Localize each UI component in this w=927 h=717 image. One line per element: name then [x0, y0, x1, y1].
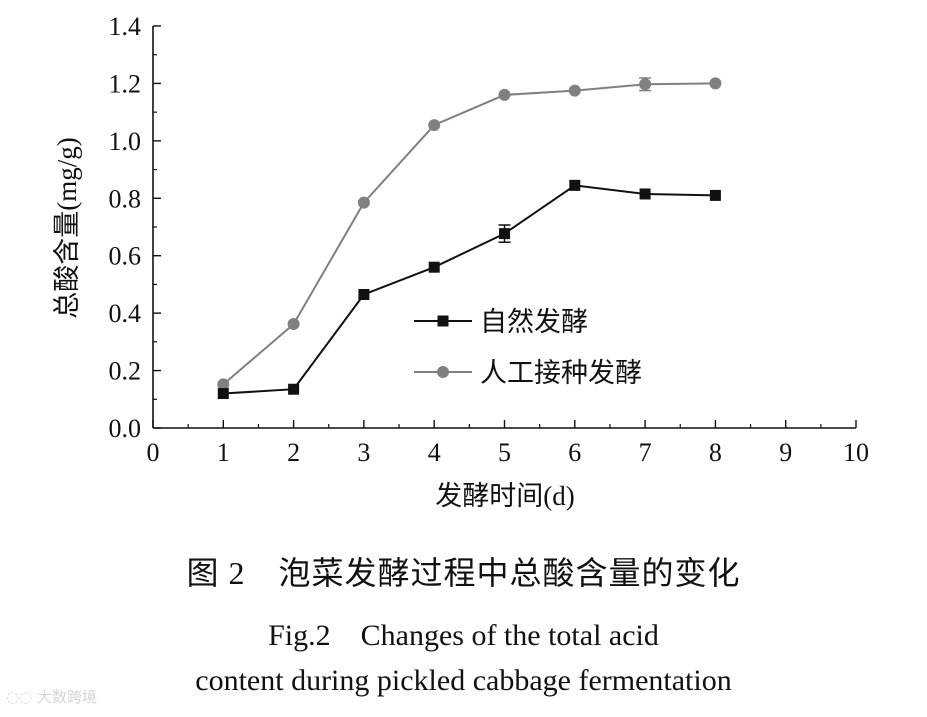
- y-tick-label: 0.8: [109, 184, 142, 213]
- figure-caption-english-line1: Fig.2 Changes of the total acid: [268, 619, 659, 652]
- x-tick-label: 9: [779, 438, 792, 467]
- data-point-square: [428, 261, 440, 273]
- legend-label: 自然发酵: [480, 307, 588, 337]
- data-point-circle: [357, 196, 370, 209]
- watermark-logo: ◌◌ 大数跨境: [6, 686, 97, 707]
- data-point-circle: [428, 119, 441, 132]
- data-point-square: [358, 288, 370, 300]
- data-point-circle: [568, 84, 581, 97]
- figure-caption-english-line2: content during pickled cabbage fermentat…: [195, 664, 732, 697]
- y-tick-label: 1.0: [109, 127, 142, 156]
- data-point-square: [217, 388, 229, 400]
- x-tick-label: 5: [498, 438, 511, 467]
- data-point-circle: [639, 78, 652, 91]
- data-point-square: [709, 189, 721, 201]
- data-point-square: [499, 228, 510, 240]
- figure-caption-chinese: 图 2 泡菜发酵过程中总酸含量的变化: [186, 555, 741, 591]
- data-point-circle: [217, 378, 230, 391]
- data-point-square: [288, 383, 300, 395]
- legend-label: 人工接种发酵: [480, 358, 642, 388]
- x-tick-label: 10: [843, 438, 869, 467]
- data-point-square: [569, 179, 581, 191]
- y-tick-label: 0.2: [109, 357, 142, 386]
- x-tick-label: 6: [568, 438, 581, 467]
- x-axis-title: 发酵时间(d): [435, 481, 574, 511]
- x-tick-label: 8: [709, 438, 722, 467]
- data-point-circle: [287, 318, 300, 331]
- x-tick-label: 0: [147, 438, 160, 467]
- y-tick-label: 1.2: [109, 69, 142, 98]
- y-tick-label: 0.0: [109, 414, 142, 443]
- series-line-1: [223, 184, 716, 395]
- series-line-2: [222, 82, 716, 386]
- legend-marker-circle: [437, 366, 449, 378]
- y-tick-label: 1.4: [109, 12, 142, 41]
- chart: 0 1 2 3 4 5 6 7 8 9 10 0.0 0.2 0.4 0.6 0.8 1.0 1.2 1.4 自然发…: [52, 12, 870, 511]
- data-point-circle: [709, 77, 722, 90]
- x-tick-label: 1: [217, 438, 230, 467]
- x-tick-label: 3: [357, 438, 370, 467]
- watermark-icon: ◌◌: [6, 688, 33, 706]
- legend-marker-square: [437, 315, 449, 327]
- y-axis-title: 总酸含量(mg/g): [52, 137, 82, 319]
- watermark-text: 大数跨境: [36, 688, 97, 706]
- series-layer: [217, 77, 722, 400]
- axes: 0 1 2 3 4 5 6 7 8 9 10 0.0 0.2 0.4 0.6 0.8 1.0 1.2 1.4: [109, 12, 870, 467]
- y-tick-label: 0.6: [109, 242, 142, 271]
- x-tick-label: 4: [428, 438, 441, 467]
- x-tick-label: 2: [287, 438, 300, 467]
- y-tick-label: 0.4: [109, 299, 142, 328]
- x-tick-label: 7: [639, 438, 652, 467]
- data-point-circle: [498, 88, 511, 101]
- data-point-square: [639, 188, 651, 200]
